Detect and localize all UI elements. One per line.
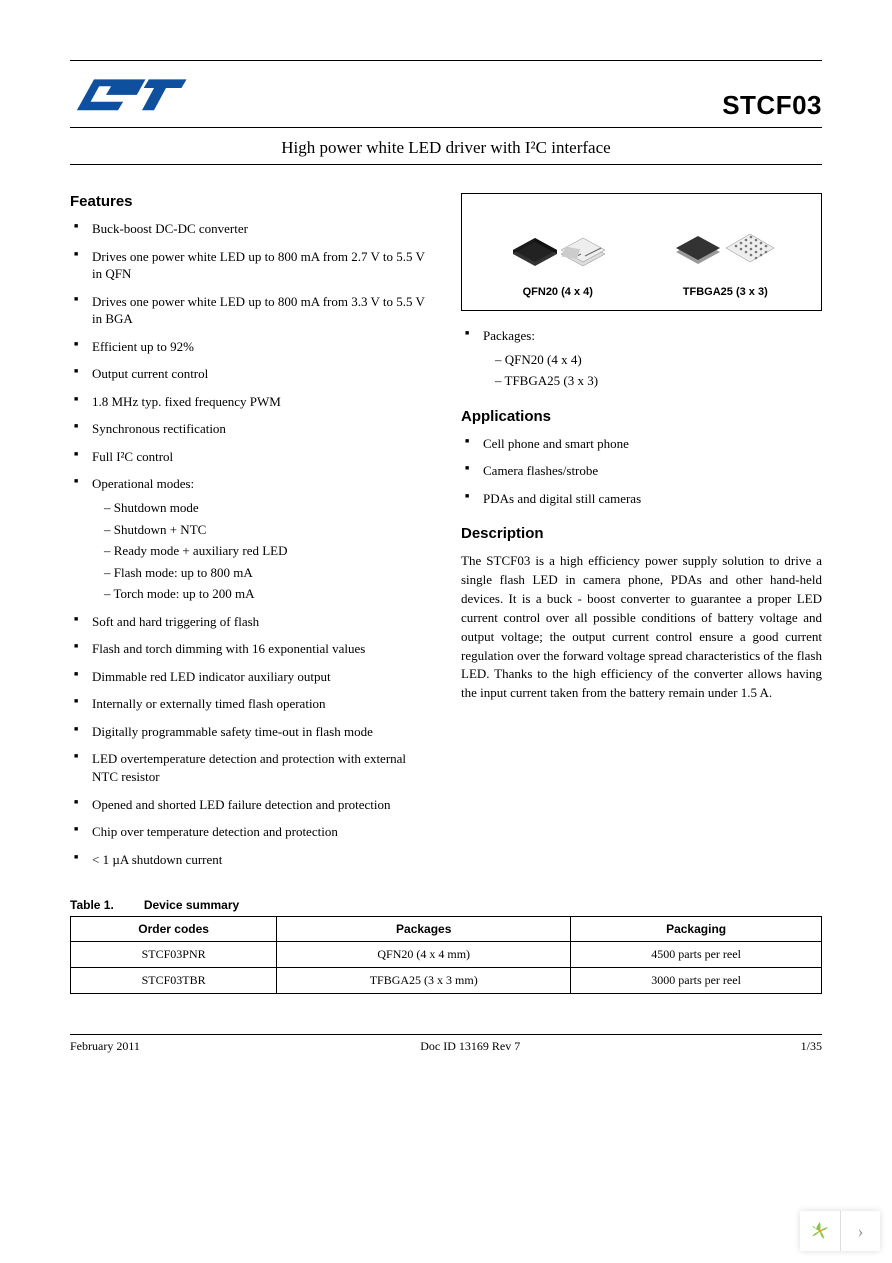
features-list: Buck-boost DC-DC converter Drives one pow… xyxy=(70,220,431,465)
footer-doc-id: Doc ID 13169 Rev 7 xyxy=(420,1039,520,1054)
package-tfbga: TFBGA25 (3 x 3) xyxy=(670,212,780,298)
feature-item: Internally or externally timed flash ope… xyxy=(74,695,431,713)
table-cell: STCF03PNR xyxy=(71,942,277,968)
op-modes-item: Operational modes: Shutdown modeShutdown… xyxy=(70,475,431,602)
feature-item: Full I²C control xyxy=(74,448,431,466)
features-list-continued: Soft and hard triggering of flash Flash a… xyxy=(70,613,431,868)
description-heading: Description xyxy=(461,525,822,542)
page-subtitle: High power white LED driver with I²C int… xyxy=(70,138,822,158)
feature-item: Soft and hard triggering of flash xyxy=(74,613,431,631)
qfn-chip-icon xyxy=(503,212,613,272)
package-item: TFBGA25 (3 x 3) xyxy=(495,372,822,390)
sub-rule xyxy=(70,164,822,165)
feature-item: Chip over temperature detection and prot… xyxy=(74,823,431,841)
table-column-header: Packaging xyxy=(571,917,822,942)
feature-item: Drives one power white LED up to 800 mA … xyxy=(74,248,431,283)
packages-sublist: QFN20 (4 x 4) TFBGA25 (3 x 3) xyxy=(483,351,822,390)
op-modes-label-item: Operational modes: Shutdown modeShutdown… xyxy=(74,475,431,602)
part-number: STCF03 xyxy=(722,90,822,121)
feature-item: Flash and torch dimming with 16 exponent… xyxy=(74,640,431,658)
package-item: QFN20 (4 x 4) xyxy=(495,351,822,369)
op-mode-item: Shutdown + NTC xyxy=(104,521,431,539)
tfbga-chip-icon xyxy=(670,212,780,272)
qfn-label: QFN20 (4 x 4) xyxy=(503,286,613,298)
features-heading: Features xyxy=(70,193,431,210)
package-qfn: QFN20 (4 x 4) xyxy=(503,212,613,298)
feature-item: 1.8 MHz typ. fixed frequency PWM xyxy=(74,393,431,411)
device-summary-table: Order codesPackagesPackaging STCF03PNRQF… xyxy=(70,916,822,994)
description-text: The STCF03 is a high efficiency power su… xyxy=(461,552,822,703)
op-mode-item: Ready mode + auxiliary red LED xyxy=(104,542,431,560)
application-item: Camera flashes/strobe xyxy=(465,462,822,480)
table-cell: 3000 parts per reel xyxy=(571,968,822,994)
table-cell: TFBGA25 (3 x 3 mm) xyxy=(277,968,571,994)
feature-item: Digitally programmable safety time-out i… xyxy=(74,723,431,741)
op-mode-item: Flash mode: up to 800 mA xyxy=(104,564,431,582)
feature-item: LED overtemperature detection and protec… xyxy=(74,750,431,785)
table-cell: STCF03TBR xyxy=(71,968,277,994)
footer-date: February 2011 xyxy=(70,1039,140,1054)
packages-list-heading: Packages: xyxy=(483,328,535,343)
applications-list: Cell phone and smart phone Camera flashes… xyxy=(461,435,822,508)
right-column: QFN20 (4 x 4) xyxy=(461,193,822,878)
packages-list-item: Packages: QFN20 (4 x 4) TFBGA25 (3 x 3) xyxy=(465,327,822,390)
op-mode-item: Torch mode: up to 200 mA xyxy=(104,585,431,603)
table-body: STCF03PNRQFN20 (4 x 4 mm)4500 parts per … xyxy=(71,942,822,994)
table-column-header: Order codes xyxy=(71,917,277,942)
feature-item: Output current control xyxy=(74,365,431,383)
op-modes-list: Shutdown mode Shutdown + NTC Ready mode + … xyxy=(92,499,431,603)
st-logo xyxy=(70,67,190,121)
nav-next-button[interactable]: › xyxy=(840,1211,880,1251)
applications-heading: Applications xyxy=(461,408,822,425)
package-diagram-box: QFN20 (4 x 4) xyxy=(461,193,822,311)
feature-item: < 1 µA shutdown current xyxy=(74,851,431,869)
left-column: Features Buck-boost DC-DC converter Drive… xyxy=(70,193,431,878)
content-columns: Features Buck-boost DC-DC converter Drive… xyxy=(70,193,822,878)
footer-page-number: 1/35 xyxy=(801,1039,822,1054)
feature-item: Synchronous rectification xyxy=(74,420,431,438)
table-caption: Table 1. Device summary xyxy=(70,898,822,912)
op-modes-label: Operational modes: xyxy=(92,476,194,491)
table-cell: 4500 parts per reel xyxy=(571,942,822,968)
page-nav-widget: › xyxy=(800,1211,880,1251)
feature-item: Opened and shorted LED failure detection… xyxy=(74,796,431,814)
top-rule xyxy=(70,60,822,61)
table-header-row: Order codesPackagesPackaging xyxy=(71,917,822,942)
table-title-text: Device summary xyxy=(144,898,239,912)
table-row: STCF03TBRTFBGA25 (3 x 3 mm)3000 parts pe… xyxy=(71,968,822,994)
page-footer: February 2011 Doc ID 13169 Rev 7 1/35 xyxy=(70,1034,822,1054)
nav-logo-icon[interactable] xyxy=(800,1211,840,1251)
packages-bullet: Packages: QFN20 (4 x 4) TFBGA25 (3 x 3) xyxy=(461,327,822,390)
table-number: Table 1. xyxy=(70,898,114,912)
op-mode-item: Shutdown mode xyxy=(104,499,431,517)
mid-rule xyxy=(70,127,822,128)
feature-item: Buck-boost DC-DC converter xyxy=(74,220,431,238)
tfbga-label: TFBGA25 (3 x 3) xyxy=(670,286,780,298)
feature-item: Efficient up to 92% xyxy=(74,338,431,356)
table-row: STCF03PNRQFN20 (4 x 4 mm)4500 parts per … xyxy=(71,942,822,968)
application-item: Cell phone and smart phone xyxy=(465,435,822,453)
table-column-header: Packages xyxy=(277,917,571,942)
application-item: PDAs and digital still cameras xyxy=(465,490,822,508)
feature-item: Drives one power white LED up to 800 mA … xyxy=(74,293,431,328)
feature-item: Dimmable red LED indicator auxiliary out… xyxy=(74,668,431,686)
header-row: STCF03 xyxy=(70,67,822,125)
table-cell: QFN20 (4 x 4 mm) xyxy=(277,942,571,968)
